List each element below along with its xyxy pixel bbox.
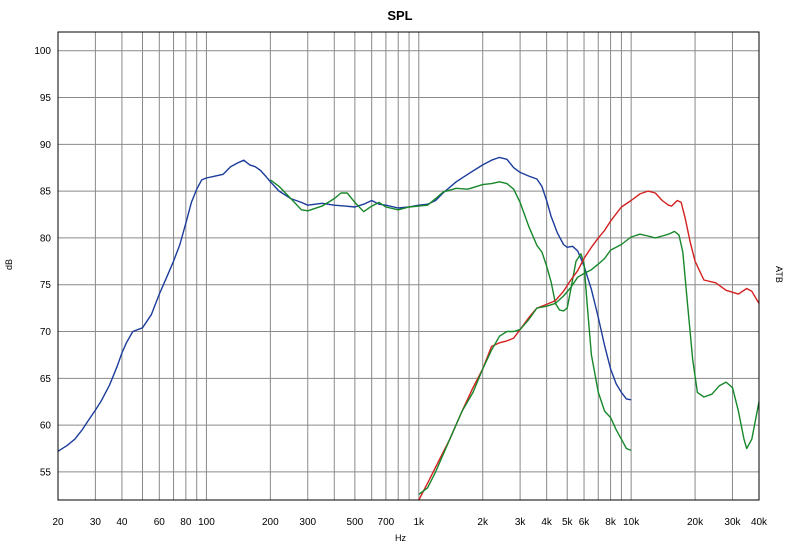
x-tick-labels: 20 30 40 60 80 100 200 300 500 700 1k 2k 3k 4k 5k 6k 8k 1… xyxy=(52,517,768,528)
x-tick-label: 3k xyxy=(515,517,527,528)
series-line-2 xyxy=(269,179,632,452)
x-tick-label: 5k xyxy=(562,517,574,528)
y-tick-label: 60 xyxy=(40,421,52,432)
y-tick-label: 75 xyxy=(40,280,52,291)
x-tick-label: 8k xyxy=(605,517,617,528)
x-tick-label: 40 xyxy=(116,517,128,528)
y-tick-label: 55 xyxy=(40,467,52,478)
y-tick-label: 100 xyxy=(34,46,51,57)
series-line-1 xyxy=(57,156,632,452)
x-tick-label: 30 xyxy=(90,517,102,528)
y-tick-labels: 55 60 65 70 75 80 85 90 95 100 xyxy=(34,46,51,478)
x-tick-label: 200 xyxy=(262,517,279,528)
x-tick-label: 300 xyxy=(299,517,316,528)
x-tick-label: 60 xyxy=(154,517,166,528)
x-axis-label: Hz xyxy=(395,533,406,543)
y-tick-label: 95 xyxy=(40,93,52,104)
x-tick-label: 80 xyxy=(180,517,192,528)
curves xyxy=(57,156,760,501)
y-tick-label: 90 xyxy=(40,140,52,151)
y-tick-label: 65 xyxy=(40,374,52,385)
x-tick-label: 1k xyxy=(414,517,426,528)
x-tick-label: 20 xyxy=(52,517,64,528)
x-tick-label: 4k xyxy=(541,517,553,528)
plot-background xyxy=(58,32,759,500)
x-tick-label: 40k xyxy=(751,517,768,528)
series-line-3 xyxy=(418,190,760,501)
plot-frame xyxy=(57,31,760,501)
x-tick-label: 2k xyxy=(477,517,489,528)
chart-title: SPL xyxy=(387,8,413,23)
x-tick-label: 100 xyxy=(198,517,215,528)
y-tick-label: 80 xyxy=(40,233,52,244)
y-tick-label: 70 xyxy=(40,327,52,338)
y-tick-label: 85 xyxy=(40,187,52,198)
y-axis-label: dB xyxy=(4,258,14,270)
x-tick-label: 6k xyxy=(579,517,591,528)
x-tick-label: 30k xyxy=(724,517,741,528)
x-tick-label: 10k xyxy=(623,517,640,528)
grid xyxy=(57,32,760,500)
y-axis-label-right: ATB xyxy=(774,266,784,283)
x-tick-label: 700 xyxy=(378,517,395,528)
series-line-4 xyxy=(418,230,760,495)
x-tick-label: 20k xyxy=(687,517,704,528)
x-tick-label: 500 xyxy=(347,517,364,528)
